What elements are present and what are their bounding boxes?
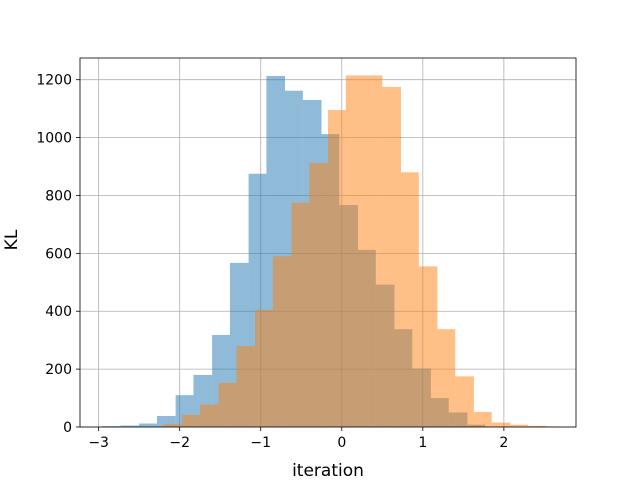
histogram-bar-series-2 <box>491 422 511 427</box>
x-axis-label: iteration <box>292 461 364 480</box>
histogram-bar-series-2 <box>400 172 419 427</box>
histogram-bar-series-2 <box>328 110 346 427</box>
histogram-bar-series-2 <box>455 376 474 427</box>
y-tick-label: 600 <box>45 246 72 262</box>
x-tick-label: −2 <box>169 435 190 451</box>
histogram-bar-series-2 <box>291 202 310 427</box>
histogram-bar-series-2 <box>382 86 401 428</box>
bars <box>102 75 558 428</box>
plot-frame <box>79 57 577 428</box>
histogram-bar-series-1 <box>102 426 121 427</box>
histogram-bar-series-2 <box>199 404 219 427</box>
y-tick-label: 800 <box>45 188 72 204</box>
histogram-bar-series-2 <box>309 163 328 428</box>
histogram-bar-series-2 <box>437 329 456 427</box>
histogram-bar-series-2 <box>510 424 529 427</box>
x-tick-label: 1 <box>418 435 427 451</box>
y-axis-label: KL <box>2 229 22 250</box>
axes: −3 −2 −1 0 1 2 0 200 400 600 800 1000 1200 <box>36 57 577 451</box>
y-tick-label: 1200 <box>36 73 72 89</box>
y-tick-label: 1000 <box>36 131 72 147</box>
histogram-bar-series-2 <box>473 411 492 427</box>
histogram-bar-series-2 <box>255 309 273 427</box>
x-tick-label: 2 <box>499 435 508 451</box>
histogram-bar-series-2 <box>236 345 256 427</box>
histogram-bar-series-1 <box>120 425 140 427</box>
histogram-bar-series-2 <box>163 424 183 427</box>
histogram-bar-series-2 <box>272 256 292 427</box>
y-tick-label: 0 <box>63 420 72 436</box>
histogram-bar-series-2 <box>218 383 237 427</box>
histogram-bar-series-2 <box>364 75 383 427</box>
histogram-bar-series-2 <box>182 414 200 427</box>
x-tick-label: 0 <box>337 435 346 451</box>
y-tick-label: 400 <box>45 304 72 320</box>
histogram-bar-series-1 <box>139 423 157 427</box>
histogram-bar-series-2 <box>345 75 365 427</box>
histogram-bar-series-1 <box>156 416 176 427</box>
y-tick-label: 200 <box>45 362 72 378</box>
x-tick-label: −1 <box>250 435 271 451</box>
histogram-bar-series-2 <box>418 266 438 427</box>
histogram-bar-series-2 <box>528 425 547 427</box>
x-tick-label: −3 <box>88 435 109 451</box>
